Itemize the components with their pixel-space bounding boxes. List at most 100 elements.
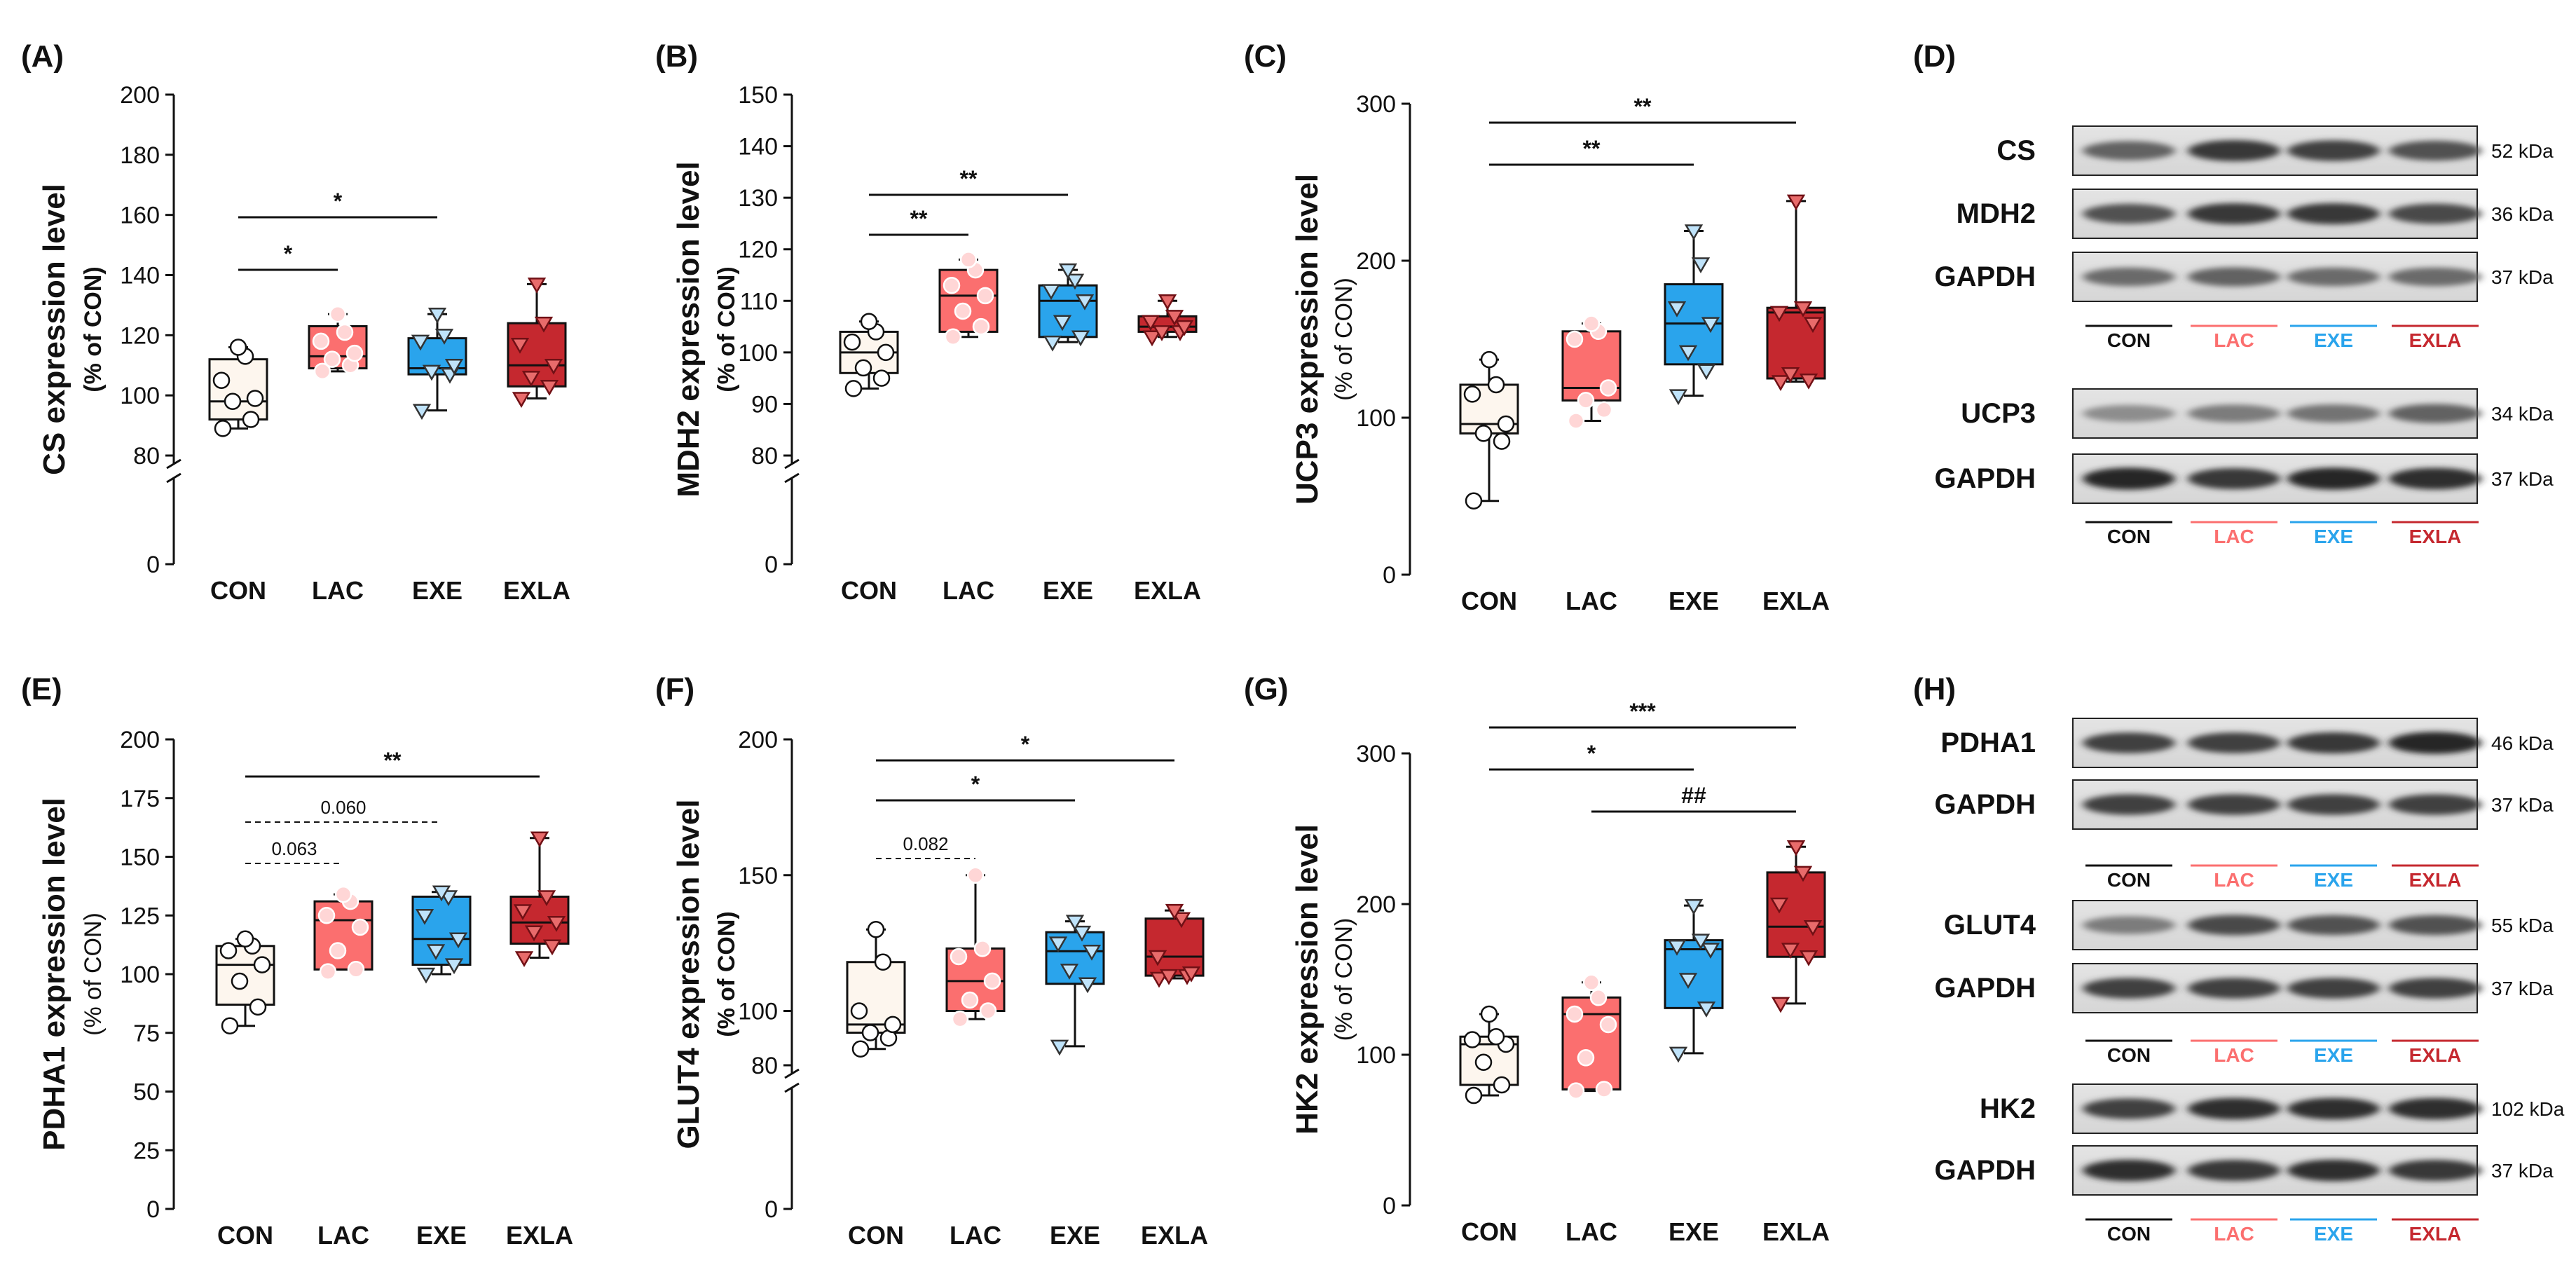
data-point bbox=[844, 380, 863, 397]
data-point bbox=[242, 411, 260, 428]
y-axis-title: MDH2 expression level bbox=[671, 161, 706, 497]
panel-label: (A) bbox=[21, 39, 64, 74]
x-category-label: EXE bbox=[1669, 1217, 1719, 1246]
data-point bbox=[1181, 966, 1201, 983]
data-point bbox=[514, 951, 534, 968]
data-point bbox=[1567, 1082, 1585, 1100]
data-point bbox=[1803, 920, 1823, 936]
y-tick-label: 120 bbox=[738, 237, 778, 264]
y-axis-unit: (% of CON) bbox=[80, 266, 107, 392]
data-point bbox=[521, 371, 541, 387]
data-point bbox=[1595, 1081, 1613, 1098]
data-point bbox=[1793, 301, 1813, 317]
y-tick-label: 200 bbox=[1356, 891, 1396, 918]
band-protein-label: GAPDH bbox=[1935, 261, 2036, 292]
chart-panel-5: (G) HK2 expression level (% of CON) 0 100 200… bbox=[1244, 672, 1830, 1246]
significance-label: ** bbox=[910, 206, 928, 231]
western-blot-panel-0: (D) CS 52 kDa MDH2 36 kDa GAPDH 37 kDa UCP3 34 k… bbox=[1913, 39, 2554, 547]
blot-band bbox=[2188, 794, 2280, 815]
data-point bbox=[527, 278, 547, 294]
blot-band bbox=[2188, 1159, 2280, 1182]
x-category-label: EXLA bbox=[1762, 1217, 1830, 1246]
data-point bbox=[540, 380, 559, 396]
data-point bbox=[329, 942, 347, 959]
blot-band bbox=[2188, 1098, 2280, 1120]
x-category-label: CON bbox=[848, 1221, 904, 1250]
data-point bbox=[1669, 1046, 1688, 1063]
y-axis-title: HK2 expression level bbox=[1290, 824, 1324, 1135]
western-blot-panel-1: (H) PDHA1 46 kDa GAPDH 37 kDa GLUT4 55 kDa GAPD… bbox=[1913, 672, 2565, 1245]
data-point bbox=[861, 1024, 879, 1041]
y-tick-label: 200 bbox=[120, 82, 160, 109]
blot-band bbox=[2083, 404, 2175, 423]
data-point bbox=[874, 953, 892, 971]
band-protein-label: PDHA1 bbox=[1940, 727, 2036, 758]
y-tick-label: 0 bbox=[765, 552, 778, 578]
y-tick-label: 120 bbox=[120, 322, 160, 349]
axis-break-mark bbox=[166, 472, 181, 484]
y-tick-label: 0 bbox=[1383, 1193, 1396, 1219]
data-point bbox=[1060, 964, 1079, 980]
data-point bbox=[412, 404, 432, 420]
lane-label: EXLA bbox=[2409, 1223, 2462, 1245]
significance-label: * bbox=[1021, 732, 1030, 757]
chart-panel-1: (B) MDH2 expression level (% of CON) 0 80 90 1… bbox=[655, 39, 1201, 605]
data-point bbox=[979, 1002, 997, 1020]
data-point bbox=[524, 925, 544, 942]
y-axis-unit: (% of CON) bbox=[80, 912, 107, 1036]
significance-label: ** bbox=[1634, 94, 1652, 119]
data-point bbox=[1149, 971, 1169, 988]
data-point bbox=[843, 333, 861, 351]
data-point bbox=[323, 350, 341, 368]
data-point bbox=[432, 885, 451, 902]
chart-panel-2: (C) UCP3 expression level (% of CON) 0 100 20… bbox=[1244, 39, 1830, 615]
band-kda-label: 37 kDa bbox=[2491, 794, 2554, 816]
lane-label: EXE bbox=[2314, 329, 2353, 351]
data-point bbox=[444, 359, 464, 375]
x-category-label: CON bbox=[1461, 1217, 1517, 1246]
data-point bbox=[983, 972, 1001, 990]
band-kda-label: 34 kDa bbox=[2491, 403, 2554, 425]
box-exla bbox=[507, 322, 567, 388]
blot-band bbox=[2389, 978, 2481, 999]
data-point bbox=[1065, 915, 1085, 931]
band-kda-label: 52 kDa bbox=[2491, 140, 2554, 162]
data-point bbox=[1497, 415, 1515, 433]
y-tick-label: 140 bbox=[120, 263, 160, 289]
y-tick-label: 0 bbox=[146, 1196, 160, 1223]
blot-band bbox=[2287, 794, 2380, 815]
y-tick-label: 160 bbox=[120, 203, 160, 229]
data-point bbox=[1480, 1005, 1498, 1023]
data-point bbox=[1465, 492, 1483, 510]
data-point bbox=[1667, 301, 1687, 317]
data-point bbox=[1174, 320, 1194, 336]
data-point bbox=[214, 420, 232, 437]
y-tick-label: 150 bbox=[120, 845, 160, 871]
panel-label: (E) bbox=[21, 672, 62, 706]
blot-band bbox=[2287, 203, 2380, 225]
data-point bbox=[1691, 934, 1711, 950]
x-category-label: EXE bbox=[1050, 1221, 1100, 1250]
lane-label: EXLA bbox=[2409, 869, 2462, 891]
blot-band bbox=[2389, 467, 2481, 490]
lane-label: CON bbox=[2107, 869, 2151, 891]
data-point bbox=[221, 1017, 239, 1034]
data-point bbox=[1793, 866, 1813, 882]
data-point bbox=[1072, 925, 1092, 942]
blot-band bbox=[2389, 267, 2481, 287]
significance-label: 0.060 bbox=[320, 797, 366, 818]
data-point bbox=[312, 332, 330, 350]
data-point bbox=[329, 306, 347, 323]
data-point bbox=[1803, 317, 1823, 334]
band-protein-label: GAPDH bbox=[1935, 973, 2036, 1004]
lane-label: LAC bbox=[2214, 526, 2254, 547]
lane-label: LAC bbox=[2214, 1223, 2254, 1245]
data-point bbox=[1701, 943, 1720, 959]
band-protein-label: MDH2 bbox=[1957, 198, 2036, 229]
y-tick-label: 200 bbox=[120, 727, 160, 753]
data-point bbox=[1053, 315, 1072, 331]
data-point bbox=[860, 313, 878, 330]
blot-band bbox=[2083, 267, 2175, 287]
panel-label: (C) bbox=[1244, 39, 1287, 74]
data-point bbox=[1165, 903, 1184, 920]
